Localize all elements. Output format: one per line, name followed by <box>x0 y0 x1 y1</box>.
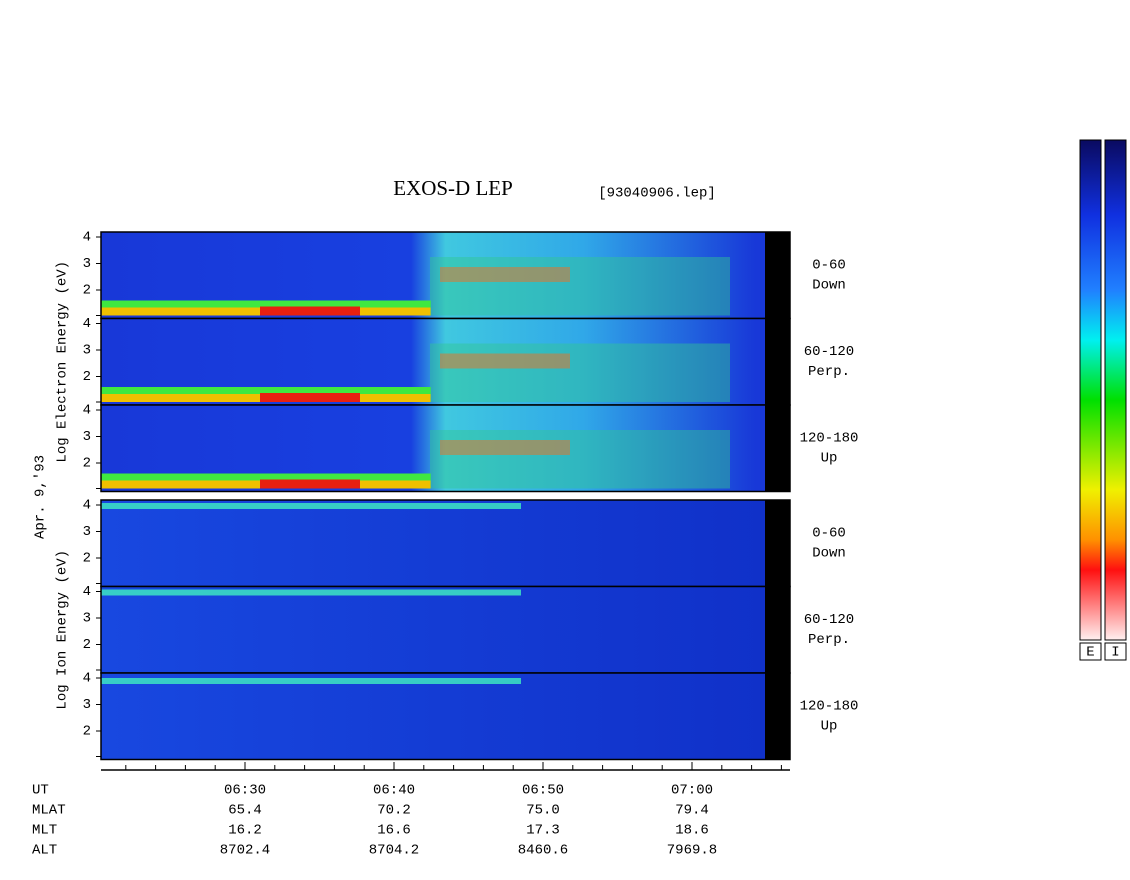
y-tick-label: 4 <box>83 584 91 600</box>
y-tick-label: 3 <box>83 429 91 445</box>
high-energy-band <box>101 589 521 596</box>
panel <box>101 586 790 673</box>
data-gap <box>765 232 790 319</box>
y-tick-label: 4 <box>83 671 91 687</box>
angle-label: 120-180 <box>800 699 859 715</box>
orbit-value: 8460.6 <box>518 843 568 859</box>
orbit-value: 06:30 <box>224 783 266 799</box>
colorbar-e <box>1079 139 1102 641</box>
y-tick-label: 2 <box>83 724 91 740</box>
orbit-value: 07:00 <box>671 783 713 799</box>
y-tick-label: 3 <box>83 697 91 713</box>
colorbar-label: E <box>1086 645 1094 661</box>
angle-label: 0-60 <box>812 258 846 274</box>
burst <box>430 257 730 316</box>
direction-label: Perp. <box>808 364 850 380</box>
colorbar-label-box <box>1104 642 1127 661</box>
panel <box>101 500 790 587</box>
angle-label: 60-120 <box>804 344 854 360</box>
orbit-value: 8702.4 <box>220 843 270 859</box>
y-tick-label: 2 <box>83 283 91 299</box>
y-tick-label: 4 <box>83 403 91 419</box>
low-energy-band <box>101 387 431 394</box>
y-tick-label: 3 <box>83 611 91 627</box>
y-axis-label: Log Ion Energy (eV) <box>55 550 71 710</box>
orbit-value: 70.2 <box>377 803 411 819</box>
y-tick-label: 2 <box>83 456 91 472</box>
y-tick-label: 4 <box>83 230 91 246</box>
data-gap <box>765 405 790 492</box>
low-energy-band <box>101 300 431 308</box>
y-axis-label: Log Electron Energy (eV) <box>55 261 71 463</box>
date-label: Apr. 9,'93 <box>33 455 49 539</box>
panel <box>101 673 790 760</box>
orbit-row-label: UT <box>32 783 49 799</box>
y-tick-label: 2 <box>83 637 91 653</box>
y-tick-label: 2 <box>83 369 91 385</box>
colorbar-i <box>1104 139 1127 641</box>
colorbar-label: I <box>1111 645 1119 661</box>
burst <box>440 267 570 282</box>
angle-label: 120-180 <box>800 431 859 447</box>
low-energy-band <box>260 306 360 316</box>
title: EXOS-D LEP <box>393 176 513 200</box>
orbit-value: 7969.8 <box>667 843 717 859</box>
orbit-value: 16.2 <box>228 823 262 839</box>
orbit-value: 8704.2 <box>369 843 419 859</box>
orbit-value: 18.6 <box>675 823 709 839</box>
burst <box>440 353 570 369</box>
low-energy-band <box>260 479 360 489</box>
angle-label: 60-120 <box>804 612 854 628</box>
angle-label: 0-60 <box>812 526 846 542</box>
y-tick-label: 2 <box>83 551 91 567</box>
colorbar <box>1079 139 1127 641</box>
y-tick-label: 4 <box>83 316 91 332</box>
orbit-value: 16.6 <box>377 823 411 839</box>
orbit-value: 65.4 <box>228 803 262 819</box>
orbit-value: 75.0 <box>526 803 560 819</box>
high-energy-band <box>101 678 521 684</box>
direction-label: Up <box>821 451 838 467</box>
direction-label: Perp. <box>808 632 850 648</box>
data-gap <box>765 318 790 405</box>
orbit-value: 17.3 <box>526 823 560 839</box>
low-energy-band <box>101 473 431 481</box>
data-gap <box>765 500 790 587</box>
burst <box>430 430 730 489</box>
orbit-value: 06:40 <box>373 783 415 799</box>
y-tick-label: 3 <box>83 343 91 359</box>
data-gap <box>765 673 790 760</box>
low-energy-band <box>260 393 360 402</box>
orbit-row-label: MLAT <box>32 803 66 819</box>
orbit-row-label: MLT <box>32 823 57 839</box>
colorbar-label-box <box>1079 642 1102 661</box>
burst <box>430 343 730 402</box>
orbit-value: 06:50 <box>522 783 564 799</box>
orbit-value: 79.4 <box>675 803 709 819</box>
y-tick-label: 3 <box>83 256 91 272</box>
y-tick-label: 3 <box>83 524 91 540</box>
direction-label: Down <box>812 546 846 562</box>
burst <box>440 440 570 455</box>
direction-label: Up <box>821 719 838 735</box>
orbit-row-label: ALT <box>32 843 57 859</box>
panel-frame <box>100 404 791 493</box>
data-gap <box>765 586 790 673</box>
high-energy-band <box>101 503 521 509</box>
direction-label: Down <box>812 278 846 294</box>
file-name: [93040906.lep] <box>598 186 716 202</box>
panel-frame <box>100 672 791 761</box>
y-tick-label: 4 <box>83 498 91 514</box>
